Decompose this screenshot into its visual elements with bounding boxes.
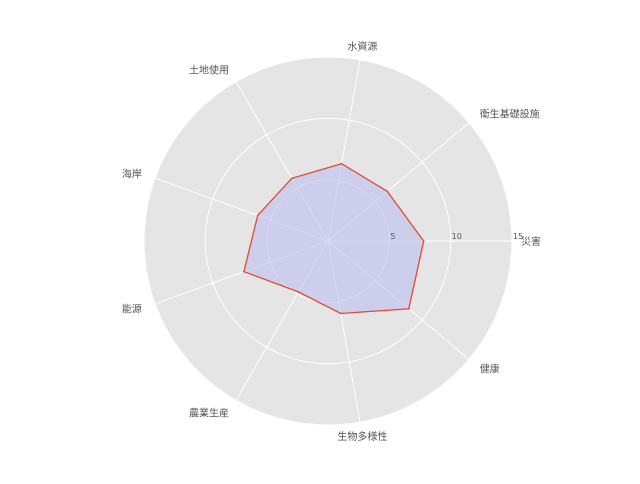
category-label-7: 農業生産 <box>189 407 229 420</box>
category-label-6: 能源 <box>122 303 142 316</box>
rtick-label-1: 5 <box>390 232 395 241</box>
data-point-3 <box>340 162 343 165</box>
category-label-1: 災害 <box>521 235 541 248</box>
series-line <box>243 162 425 315</box>
data-point-9 <box>407 307 410 310</box>
data-point-7 <box>297 291 300 293</box>
category-label-2: 衛生基礎設施 <box>480 108 540 121</box>
data-point-4 <box>290 177 293 180</box>
data-point-1 <box>422 240 425 242</box>
data-point-2 <box>386 190 389 193</box>
data-point-6 <box>243 270 245 273</box>
rtick-label-2: 10 <box>452 232 462 241</box>
category-label-8: 生物多様性 <box>337 430 387 443</box>
rtick-label-3: 15 <box>513 232 523 241</box>
category-label-5: 海岸 <box>122 167 142 180</box>
category-label-9: 健康 <box>480 362 500 375</box>
data-point-5 <box>256 214 259 217</box>
category-label-4: 土地使用 <box>189 64 229 77</box>
series-area <box>243 163 424 314</box>
category-label-3: 水資源 <box>347 40 377 53</box>
data-point-8 <box>339 312 342 315</box>
